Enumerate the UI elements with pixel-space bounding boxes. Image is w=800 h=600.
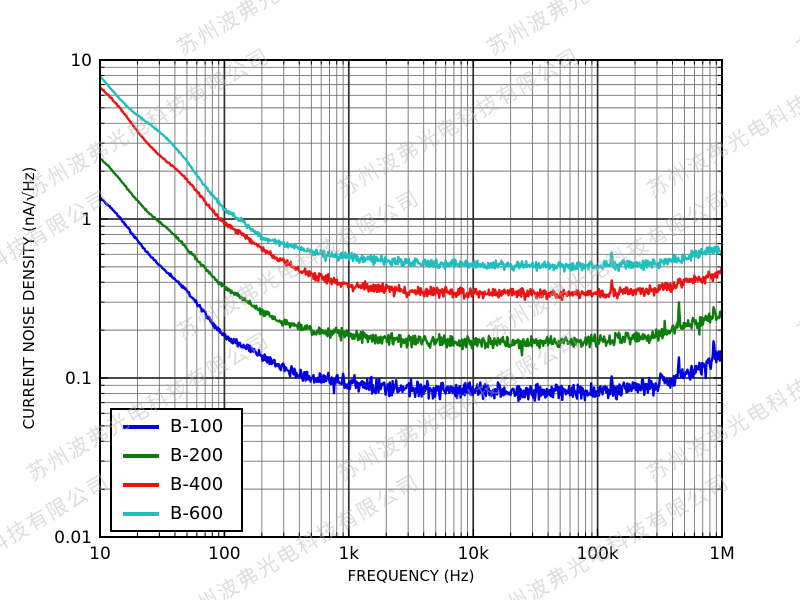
legend-item: B-400 (112, 470, 241, 499)
series-curve-B-200 (100, 156, 722, 357)
legend-line-swatch (123, 482, 159, 487)
legend-item: B-100 (112, 412, 241, 441)
series-curve-B-400 (100, 85, 722, 302)
y-tick-label: 0.1 (65, 369, 92, 389)
x-axis-title: FREQUENCY (Hz) (347, 567, 474, 585)
y-axis-title: CURRENT NOISE DENSITY (nA/√Hz) (20, 167, 38, 430)
x-tick-label: 10 (89, 544, 111, 564)
y-tick-labels: 10 1 0.1 0.01 (54, 51, 92, 548)
legend-item: B-200 (112, 441, 241, 470)
x-tick-label: 10k (457, 544, 489, 564)
legend-label: B-100 (170, 415, 224, 437)
legend-label: B-600 (170, 502, 224, 524)
legend-line-swatch (123, 453, 159, 458)
legend-line-swatch (123, 424, 159, 429)
series-curve-B-100 (100, 196, 722, 403)
y-tick-label: 0.01 (54, 528, 92, 548)
legend-label: B-400 (170, 473, 224, 495)
legend: B-100 B-200 B-400 B-600 (110, 408, 243, 532)
x-tick-label: 1M (709, 544, 734, 564)
axis-ticks (99, 59, 723, 538)
y-tick-label: 10 (70, 51, 92, 71)
x-tick-label: 100k (576, 544, 618, 564)
series-curve-B-600 (100, 75, 722, 273)
plot-frame (99, 59, 723, 538)
legend-line-swatch (123, 511, 159, 516)
legend-item: B-600 (112, 499, 241, 528)
legend-label: B-200 (170, 444, 224, 466)
x-tick-label: 100 (208, 544, 240, 564)
data-curves (100, 75, 722, 403)
y-tick-label: 1 (81, 210, 92, 230)
x-tick-label: 1k (338, 544, 359, 564)
x-tick-labels: 10 100 1k 10k 100k 1M (89, 544, 735, 564)
